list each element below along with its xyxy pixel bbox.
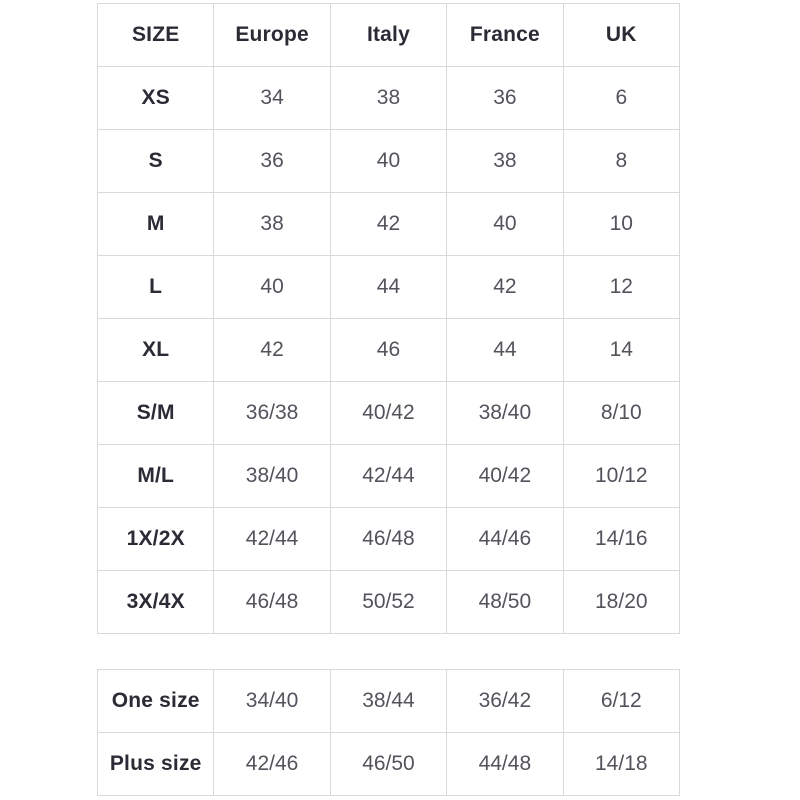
column-header-size: SIZE bbox=[96, 3, 215, 67]
value-cell: 40/42 bbox=[446, 444, 564, 508]
row-label-cell: S/M bbox=[96, 381, 215, 445]
value-cell: 38/40 bbox=[446, 381, 564, 445]
value-cell: 38 bbox=[446, 129, 564, 193]
row-label-cell: Plus size bbox=[96, 732, 215, 796]
table-row-ml: M/L 38/40 42/44 40/42 10/12 bbox=[96, 444, 681, 508]
table-row-xs: XS 34 38 36 6 bbox=[96, 66, 681, 130]
value-cell: 42 bbox=[446, 255, 564, 319]
value-cell: 38 bbox=[213, 192, 331, 256]
value-cell: 34/40 bbox=[213, 669, 331, 733]
value-cell: 46/48 bbox=[329, 507, 448, 571]
value-cell: 36 bbox=[213, 129, 331, 193]
value-cell: 10/12 bbox=[562, 444, 681, 508]
column-header-italy: Italy bbox=[329, 3, 448, 67]
table-row-xl: XL 42 46 44 14 bbox=[96, 318, 681, 382]
table-row-l: L 40 44 42 12 bbox=[96, 255, 681, 319]
value-cell: 40 bbox=[213, 255, 331, 319]
value-cell: 38/44 bbox=[329, 669, 448, 733]
table-row-3x4x: 3X/4X 46/48 50/52 48/50 18/20 bbox=[96, 570, 681, 634]
value-cell: 12 bbox=[562, 255, 681, 319]
value-cell: 44/46 bbox=[446, 507, 564, 571]
value-cell: 38/40 bbox=[213, 444, 331, 508]
value-cell: 10 bbox=[562, 192, 681, 256]
value-cell: 14 bbox=[562, 318, 681, 382]
size-conversion-table-main: SIZE Europe Italy France UK XS 34 38 36 … bbox=[96, 3, 681, 634]
table-row-m: M 38 42 40 10 bbox=[96, 192, 681, 256]
row-label-cell: One size bbox=[96, 669, 215, 733]
table-row-one-size: One size 34/40 38/44 36/42 6/12 bbox=[96, 669, 681, 733]
value-cell: 42 bbox=[329, 192, 448, 256]
value-cell: 18/20 bbox=[562, 570, 681, 634]
row-label-cell: L bbox=[96, 255, 215, 319]
value-cell: 34 bbox=[213, 66, 331, 130]
row-label-cell: M/L bbox=[96, 444, 215, 508]
value-cell: 40 bbox=[446, 192, 564, 256]
row-label-cell: 1X/2X bbox=[96, 507, 215, 571]
value-cell: 46/48 bbox=[213, 570, 331, 634]
size-conversion-tables: SIZE Europe Italy France UK XS 34 38 36 … bbox=[96, 3, 681, 796]
value-cell: 14/16 bbox=[562, 507, 681, 571]
table-row-1x2x: 1X/2X 42/44 46/48 44/46 14/16 bbox=[96, 507, 681, 571]
table-row-plus-size: Plus size 42/46 46/50 44/48 14/18 bbox=[96, 732, 681, 796]
value-cell: 40 bbox=[329, 129, 448, 193]
value-cell: 42/44 bbox=[213, 507, 331, 571]
value-cell: 36/42 bbox=[446, 669, 564, 733]
value-cell: 38 bbox=[329, 66, 448, 130]
value-cell: 14/18 bbox=[562, 732, 681, 796]
value-cell: 44 bbox=[329, 255, 448, 319]
row-label-cell: S bbox=[96, 129, 215, 193]
value-cell: 40/42 bbox=[329, 381, 448, 445]
column-header-uk: UK bbox=[562, 3, 681, 67]
value-cell: 8 bbox=[562, 129, 681, 193]
value-cell: 8/10 bbox=[562, 381, 681, 445]
column-header-europe: Europe bbox=[213, 3, 331, 67]
value-cell: 42/44 bbox=[329, 444, 448, 508]
value-cell: 46 bbox=[329, 318, 448, 382]
row-label-cell: M bbox=[96, 192, 215, 256]
value-cell: 6 bbox=[562, 66, 681, 130]
row-label-cell: XL bbox=[96, 318, 215, 382]
value-cell: 42/46 bbox=[213, 732, 331, 796]
column-header-france: France bbox=[446, 3, 564, 67]
table-row-sm: S/M 36/38 40/42 38/40 8/10 bbox=[96, 381, 681, 445]
value-cell: 44 bbox=[446, 318, 564, 382]
table-row-s: S 36 40 38 8 bbox=[96, 129, 681, 193]
size-conversion-table-special: One size 34/40 38/44 36/42 6/12 Plus siz… bbox=[96, 669, 681, 796]
value-cell: 50/52 bbox=[329, 570, 448, 634]
row-label-cell: 3X/4X bbox=[96, 570, 215, 634]
value-cell: 6/12 bbox=[562, 669, 681, 733]
header-row: SIZE Europe Italy France UK bbox=[96, 3, 681, 67]
value-cell: 44/48 bbox=[446, 732, 564, 796]
value-cell: 48/50 bbox=[446, 570, 564, 634]
row-label-cell: XS bbox=[96, 66, 215, 130]
value-cell: 36 bbox=[446, 66, 564, 130]
value-cell: 42 bbox=[213, 318, 331, 382]
value-cell: 46/50 bbox=[329, 732, 448, 796]
value-cell: 36/38 bbox=[213, 381, 331, 445]
